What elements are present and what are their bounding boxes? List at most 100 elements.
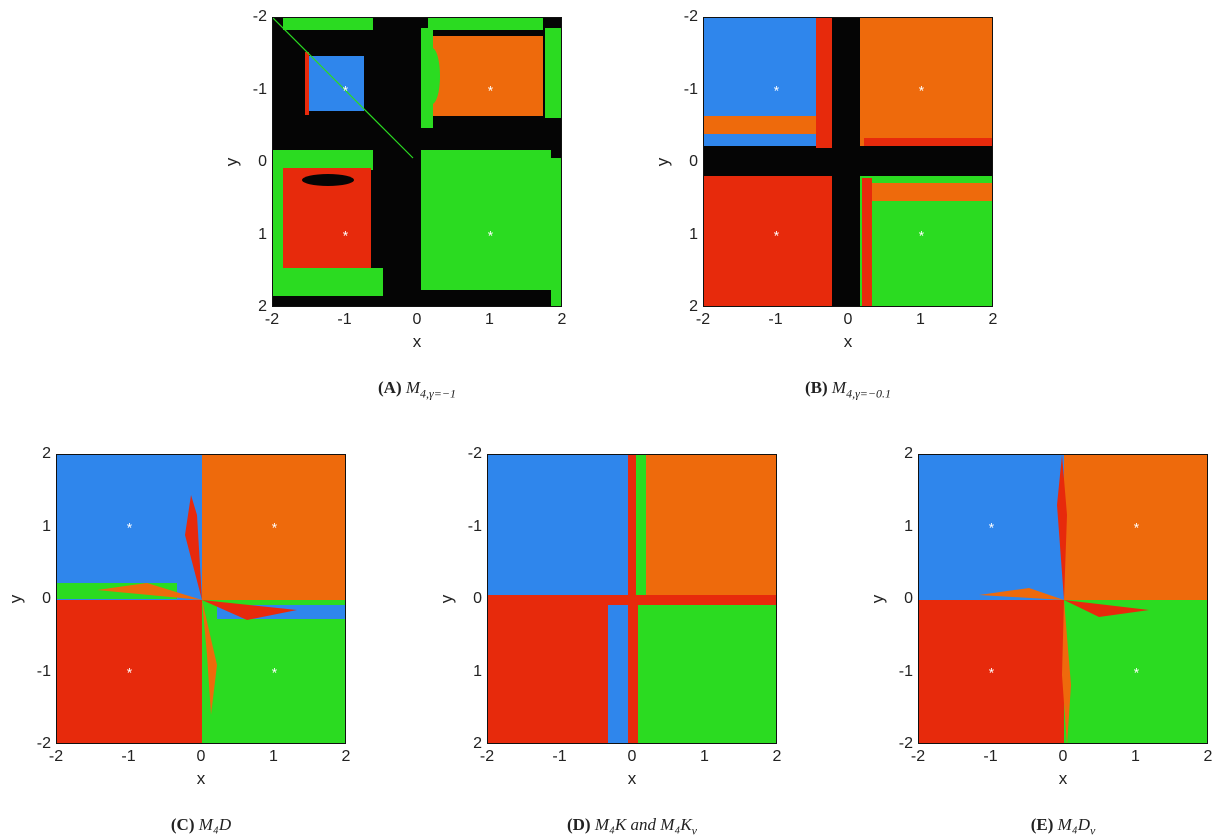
y-tick-label: 0 xyxy=(689,153,698,170)
x-tick-label: 2 xyxy=(772,748,782,765)
x-tick-label: 1 xyxy=(1131,748,1140,765)
x-tick-label: -1 xyxy=(121,748,136,765)
basin-red-strip xyxy=(864,138,992,148)
y-axis-label: y xyxy=(653,157,672,167)
plot-area-B: * * * * xyxy=(703,17,993,307)
nonconvergent-inset xyxy=(302,174,354,186)
x-tick-label: 2 xyxy=(988,311,998,328)
root-marker: * xyxy=(774,228,780,244)
basin-orange-spike xyxy=(97,583,202,600)
root-marker: * xyxy=(1134,665,1140,681)
x-tick-label: -1 xyxy=(552,748,567,765)
panel-caption: (A) M4,γ=−1 xyxy=(378,378,456,401)
y-tick-label: -1 xyxy=(36,662,51,680)
y-tick-label: -2 xyxy=(36,735,51,752)
basin-green xyxy=(202,600,345,743)
basin-orange-strip xyxy=(704,116,824,134)
basin-red-spike xyxy=(1057,455,1067,600)
x-axis-label: x xyxy=(412,332,422,351)
basin-red xyxy=(704,163,849,306)
basin-map-D xyxy=(488,455,776,743)
y-tick-label: -2 xyxy=(683,8,698,25)
x-tick-label: 0 xyxy=(1058,748,1068,765)
root-marker: * xyxy=(127,665,133,681)
caption-text: M₄K and M₄Kv xyxy=(594,815,698,838)
root-marker: * xyxy=(989,665,995,681)
root-marker: * xyxy=(272,665,278,681)
root-marker: * xyxy=(343,83,349,99)
y-tick-label: -2 xyxy=(898,735,913,752)
caption-text: M4,γ=−1 xyxy=(405,378,456,401)
basin-blue xyxy=(919,455,1064,600)
x-axis-label: x xyxy=(843,332,853,351)
x-tick-label: 1 xyxy=(700,748,709,765)
basin-red xyxy=(57,600,202,743)
root-marker: * xyxy=(127,520,133,536)
x-tick-label: 1 xyxy=(269,748,278,765)
x-axis-label: x xyxy=(627,769,637,788)
y-tick-label: -1 xyxy=(683,80,698,98)
root-marker: * xyxy=(919,83,925,99)
nonconvergent-band-v xyxy=(832,18,860,306)
caption-label: (A) xyxy=(378,378,406,397)
y-tick-label: -1 xyxy=(467,517,482,535)
basin-green-strip xyxy=(636,455,646,595)
basin-red-border xyxy=(305,52,309,115)
basin-orange-spike xyxy=(1062,600,1071,743)
x-tick-label: 2 xyxy=(341,748,351,765)
basin-blue xyxy=(309,56,364,111)
panel-caption: (E) M₄Dv xyxy=(1031,815,1096,838)
y-tick-label: -1 xyxy=(898,662,913,680)
x-tick-label: 0 xyxy=(196,748,206,765)
y-tick-label: -2 xyxy=(252,8,267,25)
basin-red-strip xyxy=(628,455,638,743)
y-tick-label: 1 xyxy=(42,517,51,535)
root-marker: * xyxy=(272,520,278,536)
caption-text: M4,γ=−0.1 xyxy=(831,378,892,401)
root-marker: * xyxy=(774,83,780,99)
x-tick-label: 2 xyxy=(1203,748,1213,765)
basin-red-spike xyxy=(1064,600,1149,617)
basin-map-A: * * * * xyxy=(273,18,561,306)
y-tick-label: -2 xyxy=(467,445,482,462)
basin-blue xyxy=(488,455,628,600)
y-tick-label: 1 xyxy=(473,662,482,680)
y-axis-label: y xyxy=(6,594,25,604)
basin-map-E: * * * * xyxy=(919,455,1207,743)
x-tick-label: -1 xyxy=(337,311,352,328)
basin-green-edge xyxy=(545,28,561,118)
caption-label: (D) xyxy=(566,815,595,834)
y-tick-label: 2 xyxy=(473,735,482,752)
y-tick-label: 1 xyxy=(689,225,698,243)
root-marker: * xyxy=(1134,520,1140,536)
basin-orange xyxy=(433,36,543,116)
basin-red xyxy=(488,615,608,743)
basin-map-C: * * * * xyxy=(57,455,345,743)
root-marker: * xyxy=(919,228,925,244)
y-tick-label: 2 xyxy=(689,298,698,315)
y-tick-label: 2 xyxy=(904,445,913,462)
x-axis-label: x xyxy=(196,769,206,788)
x-tick-label: 2 xyxy=(557,311,567,328)
basin-green-strip xyxy=(273,268,383,296)
basin-green xyxy=(421,150,551,290)
plot-area-E: * * * * xyxy=(918,454,1208,744)
caption-text: M₄Dv xyxy=(1057,815,1096,838)
x-tick-label: 1 xyxy=(916,311,925,328)
basin-orange-spike xyxy=(202,600,217,715)
diagonal-trace xyxy=(273,18,414,159)
plot-area-A: * * * * xyxy=(272,17,562,307)
basin-orange-spike xyxy=(979,588,1064,600)
y-axis-label: y xyxy=(868,594,887,604)
x-tick-label: 1 xyxy=(485,311,494,328)
y-tick-label: 0 xyxy=(258,153,267,170)
basin-red-spike xyxy=(185,495,202,600)
basin-red-strip xyxy=(862,178,872,306)
x-tick-label: 0 xyxy=(412,311,422,328)
y-tick-label: 2 xyxy=(258,298,267,315)
y-tick-label: 1 xyxy=(904,517,913,535)
panel-caption: (D) M₄K and M₄Kv xyxy=(567,815,697,838)
basin-orange xyxy=(643,455,776,575)
panel-caption: (B) M4,γ=−0.1 xyxy=(805,378,891,401)
y-tick-label: 0 xyxy=(904,590,913,607)
